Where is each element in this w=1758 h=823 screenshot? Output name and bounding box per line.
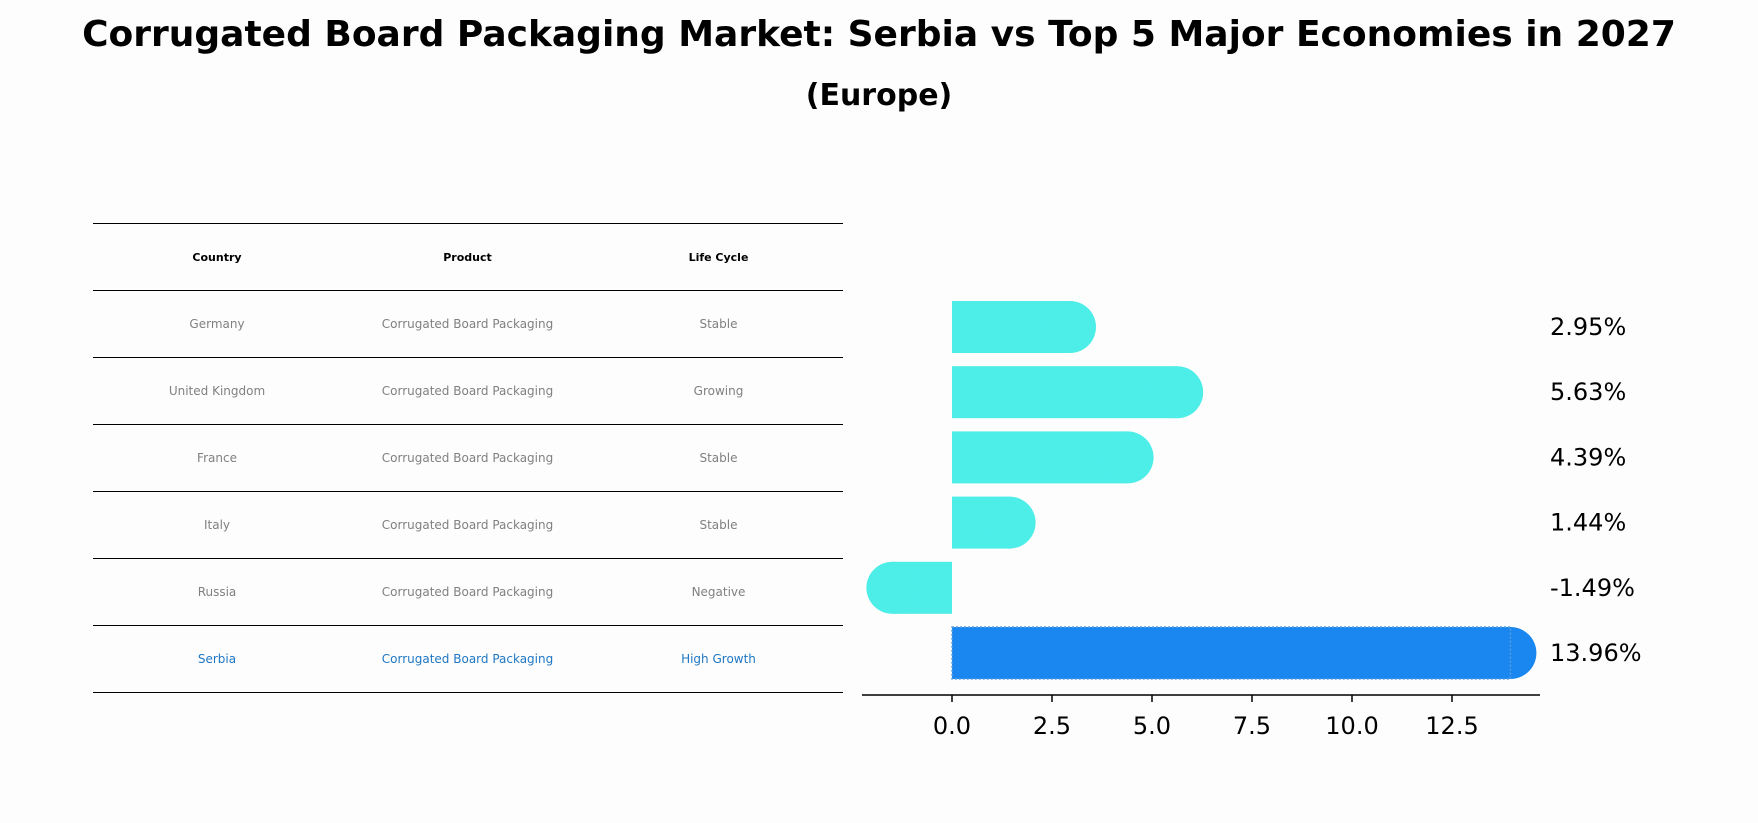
cell-life-cycle: Negative bbox=[594, 558, 843, 626]
table-row-highlight: Serbia Corrugated Board Packaging High G… bbox=[93, 625, 843, 693]
bar-serbia bbox=[951, 626, 1537, 680]
cell-life-cycle: High Growth bbox=[594, 625, 843, 693]
header-life-cycle: Life Cycle bbox=[594, 223, 843, 291]
cell-product: Corrugated Board Packaging bbox=[341, 491, 594, 559]
cell-product: Corrugated Board Packaging bbox=[341, 625, 594, 693]
x-tick-label: 2.5 bbox=[1033, 712, 1071, 740]
value-label: 5.63% bbox=[1550, 378, 1626, 406]
table-row: Italy Corrugated Board Packaging Stable bbox=[93, 491, 843, 559]
x-tick-label: 5.0 bbox=[1133, 712, 1171, 740]
chart-subtitle: (Europe) bbox=[805, 78, 953, 113]
country-table: Country Product Life Cycle Germany Corru… bbox=[93, 223, 843, 693]
value-label: 4.39% bbox=[1550, 443, 1626, 471]
table-header-row: Country Product Life Cycle bbox=[93, 223, 843, 291]
table-row: Germany Corrugated Board Packaging Stabl… bbox=[93, 290, 843, 358]
x-tick-label: 12.5 bbox=[1425, 712, 1478, 740]
x-tick-label: 10.0 bbox=[1325, 712, 1378, 740]
cell-product: Corrugated Board Packaging bbox=[341, 424, 594, 492]
cell-life-cycle: Stable bbox=[594, 290, 843, 358]
chart-title: Corrugated Board Packaging Market: Serbi… bbox=[82, 14, 1676, 55]
cell-country: Germany bbox=[93, 290, 341, 358]
cell-product: Corrugated Board Packaging bbox=[341, 357, 594, 425]
cell-country: Russia bbox=[93, 558, 341, 626]
table-row: France Corrugated Board Packaging Stable bbox=[93, 424, 843, 492]
x-tick-label: 0.0 bbox=[933, 712, 971, 740]
bar-russia bbox=[866, 561, 952, 614]
table-row: United Kingdom Corrugated Board Packagin… bbox=[93, 357, 843, 425]
table-row: Russia Corrugated Board Packaging Negati… bbox=[93, 558, 843, 626]
header-product: Product bbox=[341, 223, 594, 291]
cell-life-cycle: Stable bbox=[594, 491, 843, 559]
value-label: 1.44% bbox=[1550, 509, 1626, 537]
cell-life-cycle: Growing bbox=[594, 357, 843, 425]
bar-germany bbox=[952, 301, 1096, 353]
value-label: -1.49% bbox=[1550, 574, 1635, 602]
cell-life-cycle: Stable bbox=[594, 424, 843, 492]
bar-france bbox=[952, 431, 1154, 484]
header-country: Country bbox=[93, 223, 341, 291]
value-label: 13.96% bbox=[1550, 639, 1642, 667]
x-tick-label: 7.5 bbox=[1233, 712, 1271, 740]
cell-country: Italy bbox=[93, 491, 341, 559]
cell-country: Serbia bbox=[93, 625, 341, 693]
cell-country: France bbox=[93, 424, 341, 492]
bar-united-kingdom bbox=[952, 366, 1204, 419]
cell-product: Corrugated Board Packaging bbox=[341, 290, 594, 358]
value-label: 2.95% bbox=[1550, 313, 1626, 341]
cell-country: United Kingdom bbox=[93, 357, 341, 425]
bar-italy bbox=[952, 496, 1036, 549]
